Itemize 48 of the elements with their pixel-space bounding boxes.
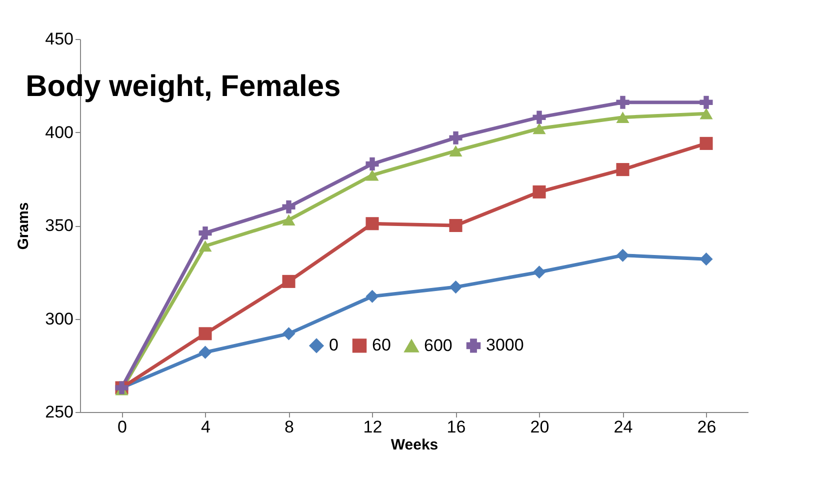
x-tick-label: 26 [697,418,716,436]
point [198,327,212,340]
x-tick-label: 24 [614,418,633,436]
point [532,122,546,134]
x-tick-label: 4 [201,418,210,436]
legend-label: 60 [372,336,391,355]
x-axis-title: Weeks [390,436,438,454]
point [700,136,713,150]
y-tick-label: 250 [45,402,74,422]
x-tick-label: 20 [530,418,550,436]
point [366,157,379,170]
point [366,170,379,181]
point [700,252,713,266]
point [616,163,630,176]
legend-label: 600 [424,336,452,356]
x-tick-label: 8 [284,418,294,436]
point [198,226,212,240]
y-tick-label: 400 [45,122,74,142]
text: Body weight, Females [26,70,341,103]
point [449,218,462,232]
y-tick-label: 450 [45,30,74,48]
point [282,200,296,214]
legend-label: 3000 [486,336,524,355]
point [616,248,630,262]
x-tick-label: 16 [446,418,466,436]
y-tick-label: 350 [45,216,74,235]
point [532,185,546,198]
point [449,145,462,157]
point [366,217,379,230]
point [282,274,296,288]
point [700,96,713,109]
x-tick-label: 0 [118,418,127,436]
y-axis-title: Grams [15,202,32,250]
y-tick-label: 300 [45,309,74,328]
point [616,112,630,123]
point [700,108,713,120]
point [532,266,546,279]
point [282,327,296,340]
point [532,110,546,124]
point [198,240,212,252]
point [449,280,462,294]
legend-label: 0 [329,336,338,355]
point [449,131,462,144]
point [616,96,630,109]
point [282,214,296,226]
point [366,290,379,303]
point [198,346,212,359]
x-tick-label: 12 [363,418,382,436]
